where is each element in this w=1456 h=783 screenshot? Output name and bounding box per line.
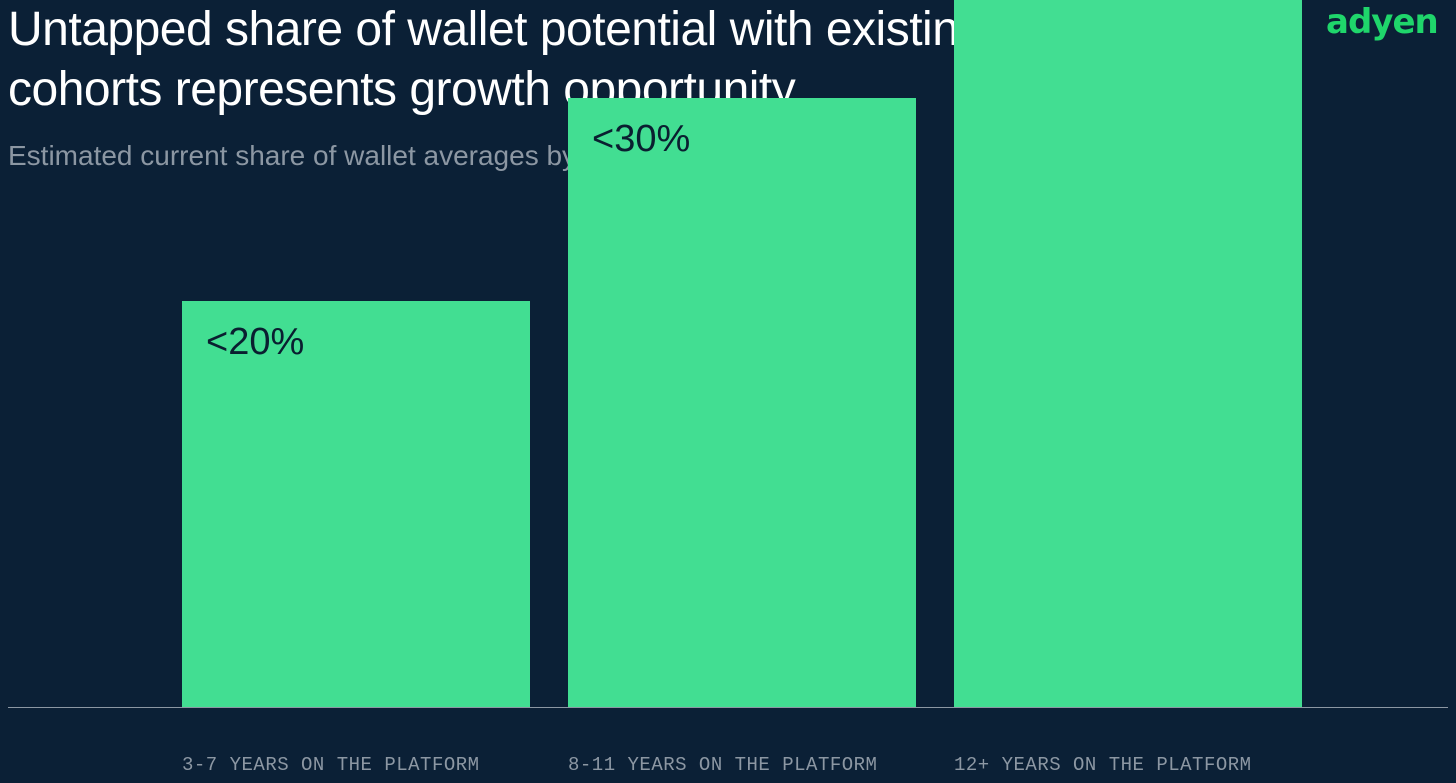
bar-3 <box>954 0 1302 707</box>
bar-2-data-label: <30% <box>592 118 690 160</box>
x-tick-label-2: 8-11 YEARS ON THE PLATFORM <box>568 754 877 776</box>
bar-1-data-label: <20% <box>206 321 304 363</box>
bars-group: <20%<30%>40% <box>182 0 1302 707</box>
bar-2 <box>568 98 916 707</box>
bar-1 <box>182 301 530 707</box>
chart-title: Untapped share of wallet potential with … <box>8 0 1208 120</box>
adyen-logo: adyen <box>1326 2 1439 42</box>
x-tick-label-3: 12+ YEARS ON THE PLATFORM <box>954 754 1252 776</box>
x-axis-ticks: 3-7 YEARS ON THE PLATFORM 8-11 YEARS ON T… <box>182 754 1252 776</box>
chart-title-line-1: Untapped share of wallet potential with … <box>8 3 985 56</box>
x-tick-label-1: 3-7 YEARS ON THE PLATFORM <box>182 754 480 776</box>
